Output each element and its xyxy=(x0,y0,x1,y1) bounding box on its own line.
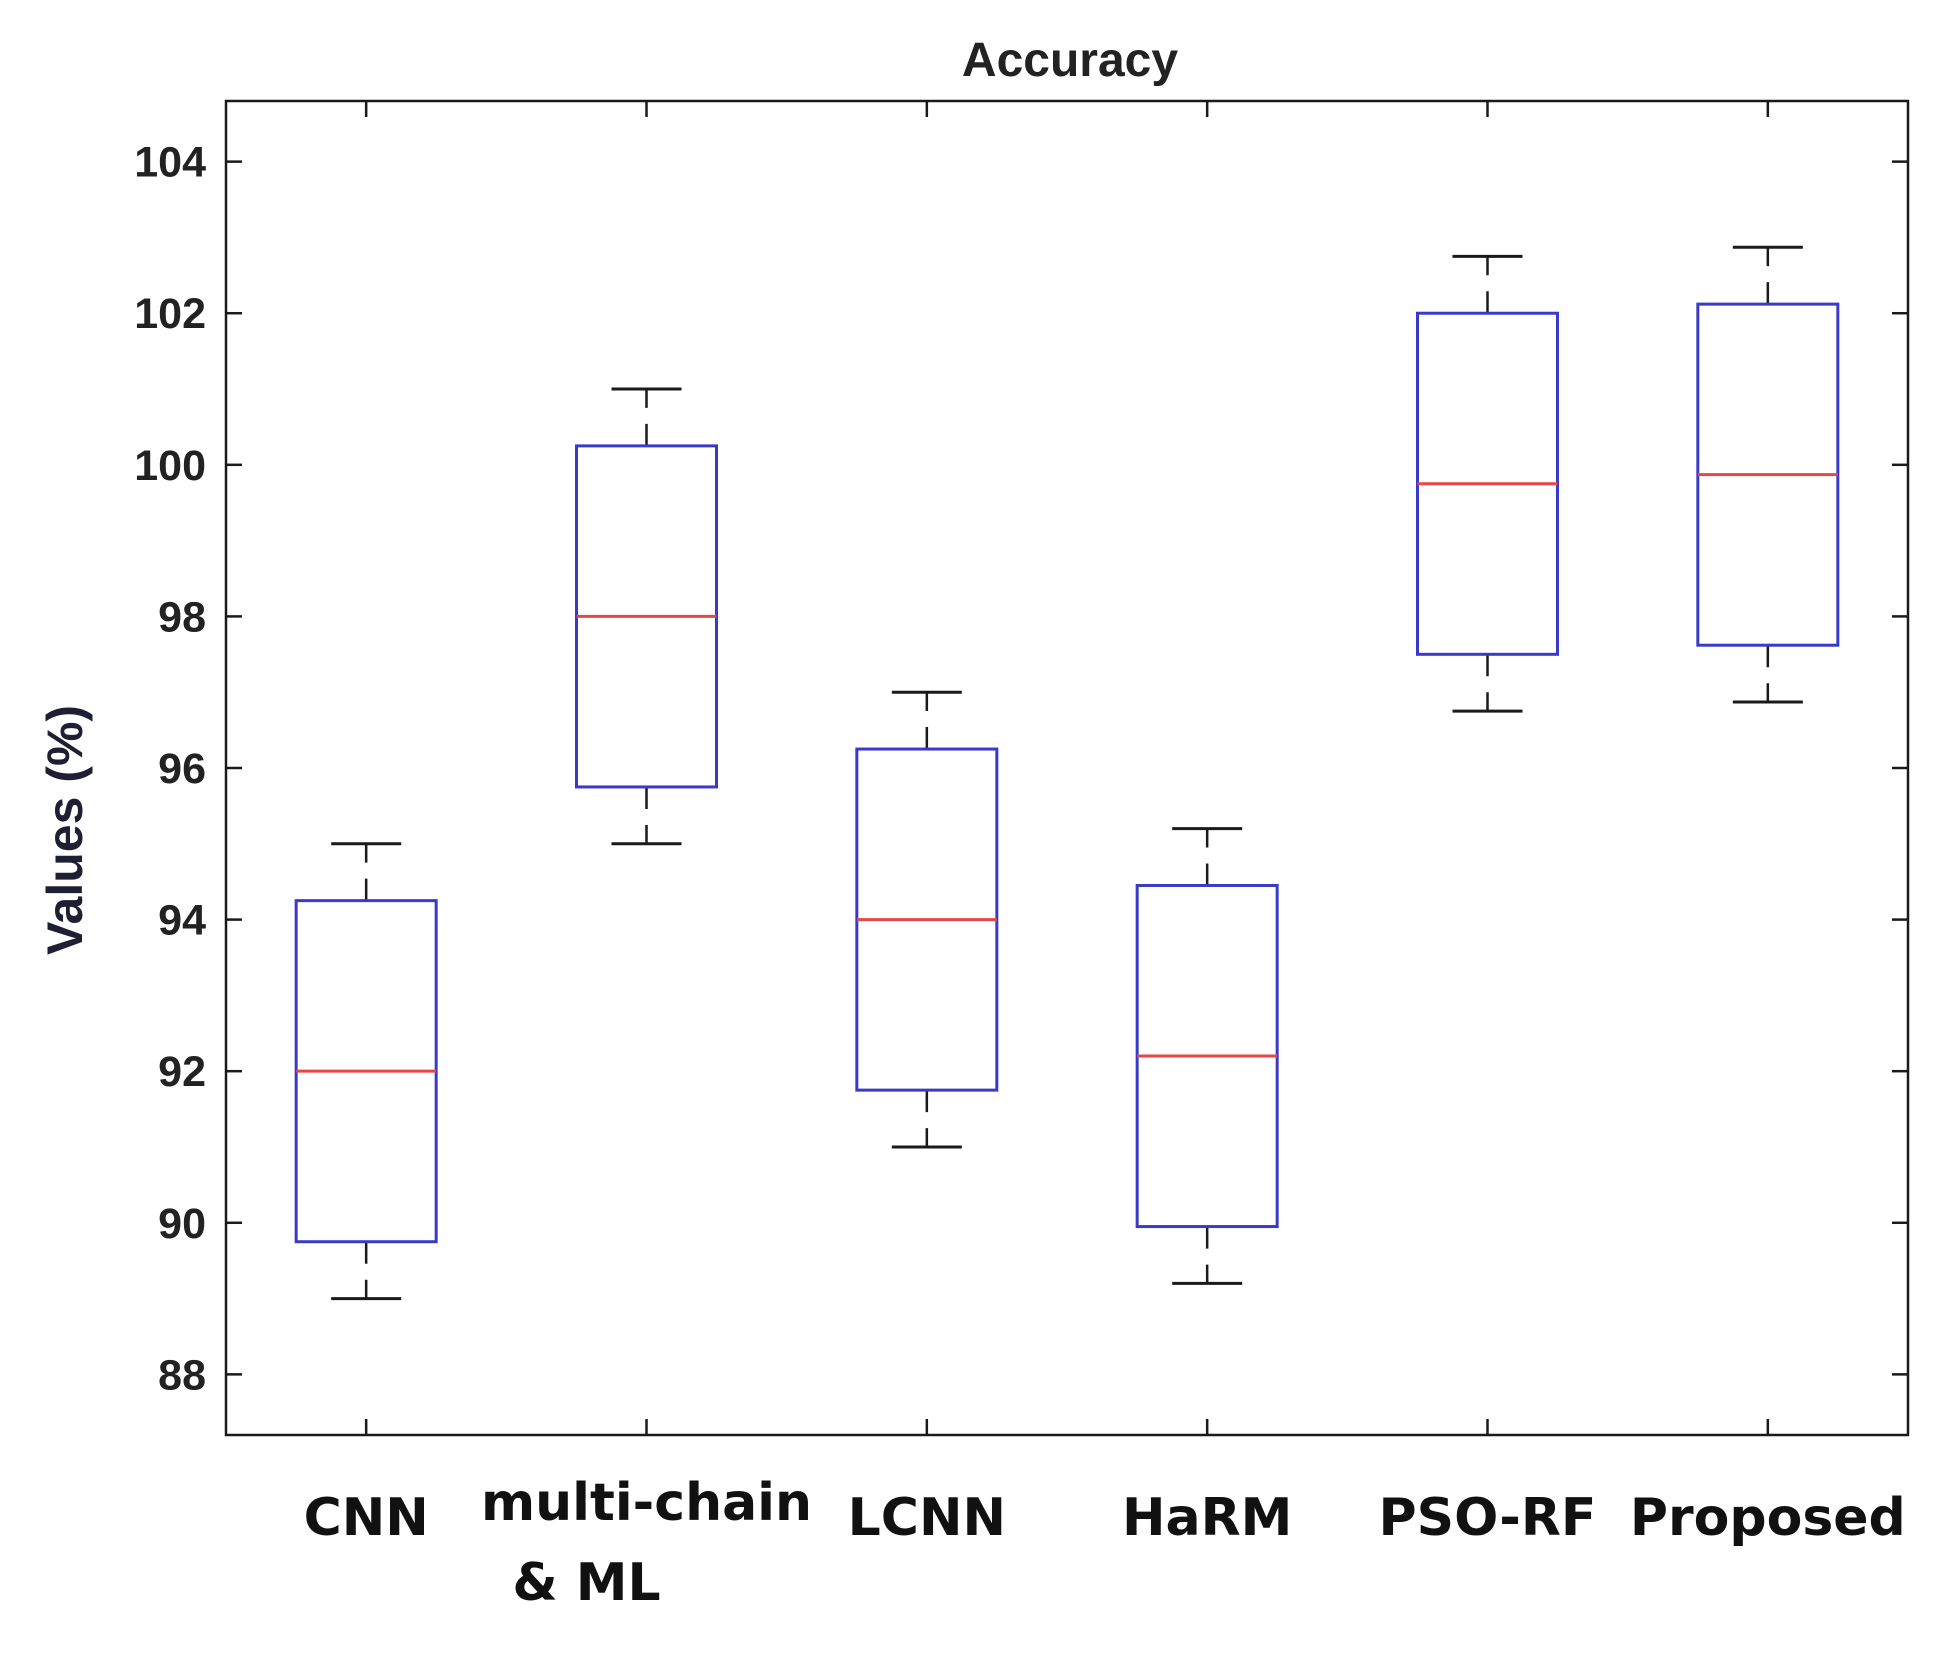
x-category-label: LCNN xyxy=(848,1488,1006,1548)
y-tick-label: 96 xyxy=(158,745,206,793)
y-tick-label: 102 xyxy=(134,290,206,338)
y-axis-label: Values (%) xyxy=(37,705,93,955)
y-tick-label: 92 xyxy=(158,1048,206,1096)
x-category-label: Proposed xyxy=(1630,1488,1906,1548)
chart-title: Accuracy xyxy=(962,34,1178,87)
x-category-label: PSO-RF xyxy=(1379,1488,1597,1548)
box-group-lcnn: LCNN xyxy=(848,101,1006,1548)
x-category-label-line: LCNN xyxy=(848,1488,1006,1548)
plot-frame xyxy=(224,99,1910,1437)
x-category-label-line: multi-chain xyxy=(481,1473,812,1533)
x-category-label: HaRM xyxy=(1122,1488,1292,1548)
y-tick-label: 98 xyxy=(158,593,206,641)
x-category-label-line: Proposed xyxy=(1630,1488,1906,1548)
x-category-label: multi-chain & ML xyxy=(481,1473,812,1613)
box-group-harm: HaRM xyxy=(1122,101,1292,1548)
x-category-label-line: HaRM xyxy=(1122,1488,1292,1548)
x-category-label-line: CNN xyxy=(304,1488,429,1548)
box-group-cnn: CNN xyxy=(294,101,438,1548)
box-group-pso-rf: PSO-RF xyxy=(1379,101,1597,1548)
y-tick-label: 94 xyxy=(158,897,206,945)
x-category-label-line: PSO-RF xyxy=(1379,1488,1597,1548)
y-tick-label: 90 xyxy=(158,1200,206,1248)
x-category-label-line: & ML xyxy=(512,1553,660,1613)
y-tick-label: 104 xyxy=(134,139,206,187)
box-group-multi-chain-ml: multi-chain & ML xyxy=(481,101,812,1613)
y-tick-label: 100 xyxy=(134,442,206,490)
y-tick-label: 88 xyxy=(158,1351,206,1399)
x-category-label: CNN xyxy=(304,1488,429,1548)
box-group-proposed: Proposed xyxy=(1630,101,1906,1548)
